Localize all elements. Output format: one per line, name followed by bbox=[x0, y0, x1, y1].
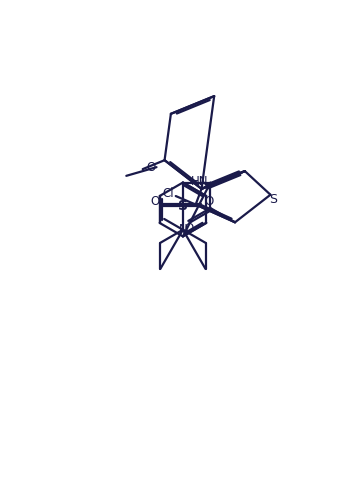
Text: HN: HN bbox=[191, 175, 208, 188]
Text: O: O bbox=[185, 222, 194, 235]
Text: S: S bbox=[178, 199, 188, 213]
Text: Cl: Cl bbox=[163, 187, 174, 200]
Text: S: S bbox=[269, 193, 277, 206]
Text: O: O bbox=[151, 195, 160, 208]
Text: N: N bbox=[179, 223, 187, 236]
Text: O: O bbox=[147, 161, 156, 174]
Text: O: O bbox=[204, 195, 213, 208]
